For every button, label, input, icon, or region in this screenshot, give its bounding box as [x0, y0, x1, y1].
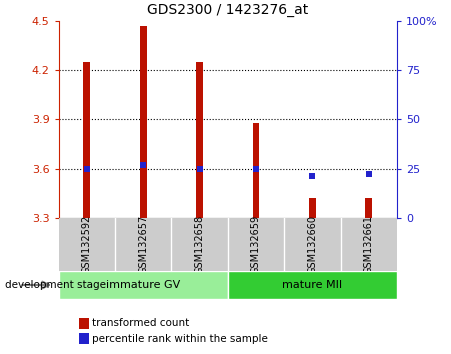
Bar	[228, 271, 397, 299]
Bar	[309, 198, 316, 218]
Bar	[253, 123, 259, 218]
Title: GDS2300 / 1423276_at: GDS2300 / 1423276_at	[147, 4, 308, 17]
Text: immature GV: immature GV	[106, 280, 180, 290]
Text: GSM132659: GSM132659	[251, 215, 261, 274]
Bar	[83, 62, 90, 218]
Text: mature MII: mature MII	[282, 280, 342, 290]
Bar	[59, 271, 228, 299]
Text: GSM132658: GSM132658	[194, 215, 205, 274]
Text: transformed count: transformed count	[92, 318, 190, 328]
Text: development stage: development stage	[5, 280, 106, 290]
Text: percentile rank within the sample: percentile rank within the sample	[92, 334, 268, 344]
Bar	[140, 26, 147, 218]
Bar	[196, 62, 203, 218]
Bar	[365, 198, 372, 218]
Text: GSM132657: GSM132657	[138, 215, 148, 274]
Text: GSM132661: GSM132661	[364, 215, 374, 274]
Text: GSM132592: GSM132592	[82, 215, 92, 274]
Text: GSM132660: GSM132660	[307, 215, 318, 274]
